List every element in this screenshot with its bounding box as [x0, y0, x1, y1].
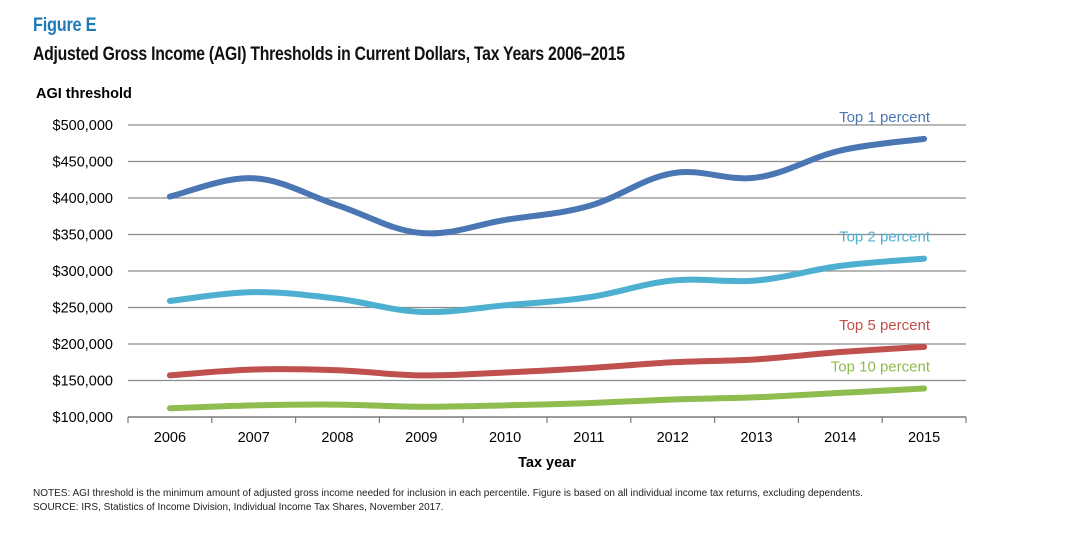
series-label-top-2-percent: Top 2 percent	[839, 229, 931, 246]
y-axis-ticks: $100,000 $150,000 $200,000 $250,000 $300,000…	[53, 118, 113, 426]
y-tick-label: $450,000	[53, 155, 113, 171]
gridlines	[128, 124, 966, 382]
series-line-top-1-percent	[166, 135, 928, 237]
notes: NOTES: AGI threshold is the minimum amou…	[33, 487, 863, 515]
x-tick-label: 2011	[573, 430, 604, 446]
series-label-top-10-percent: Top 10 percent	[831, 359, 931, 376]
y-tick-label: $250,000	[53, 301, 113, 317]
series-line-top-5-percent	[166, 343, 928, 379]
x-tick-label: 2009	[405, 430, 437, 446]
y-tick-label: $350,000	[53, 228, 113, 244]
x-tick-label: 2006	[154, 430, 186, 446]
x-axis-title: Tax year	[518, 455, 576, 471]
y-tick-label: $300,000	[53, 264, 113, 280]
x-tick-label: 2014	[824, 430, 856, 446]
figure-title: Adjusted Gross Income (AGI) Thresholds i…	[33, 44, 625, 65]
figure-label: Figure E	[33, 15, 97, 36]
y-tick-label: $500,000	[53, 118, 113, 134]
x-tick-label: 2013	[740, 430, 772, 446]
series-label-top-1-percent: Top 1 percent	[839, 109, 931, 126]
series-labels: Top 1 percent Top 2 percent Top 5 percent T…	[831, 109, 931, 376]
y-tick-label: $400,000	[53, 191, 113, 207]
source-text: SOURCE: IRS, Statistics of Income Divisi…	[33, 502, 444, 513]
x-tick-label: 2007	[238, 430, 270, 446]
x-tick-label: 2015	[908, 430, 940, 446]
series-line-top-10-percent	[166, 385, 928, 412]
series-line-top-2-percent	[166, 255, 928, 316]
x-axis: 2006 2007 2008 2009 2010 2011 2012 2013 2014 2015	[127, 416, 967, 446]
x-tick-label: 2008	[321, 430, 353, 446]
y-tick-label: $150,000	[53, 374, 113, 390]
y-tick-label: $100,000	[53, 410, 113, 426]
series-lines	[166, 135, 928, 412]
notes-text: NOTES: AGI threshold is the minimum amou…	[33, 488, 863, 499]
x-tick-label: 2010	[489, 430, 521, 446]
series-label-top-5-percent: Top 5 percent	[839, 317, 931, 334]
y-axis-title: AGI threshold	[36, 86, 132, 102]
y-tick-label: $200,000	[53, 337, 113, 353]
x-tick-label: 2012	[657, 430, 689, 446]
